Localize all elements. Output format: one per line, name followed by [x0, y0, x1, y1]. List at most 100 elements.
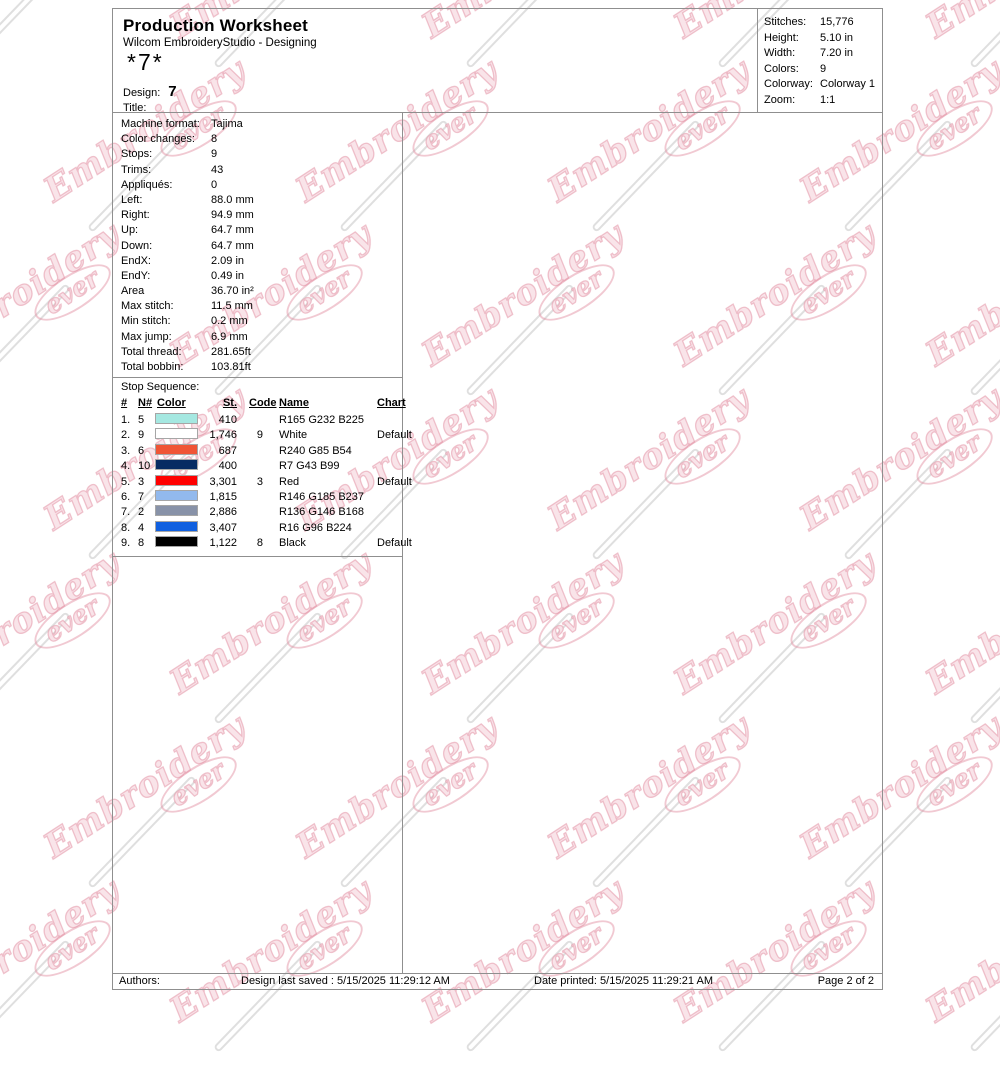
- detail-row: Up: 64.7 mm: [113, 223, 402, 238]
- detail-row-value: 0.49 in: [211, 269, 245, 282]
- stats-row: Zoom: 1:1: [758, 93, 882, 109]
- design-details: Machine format: Tajima Color changes: 8 Stop…: [113, 113, 402, 378]
- needle-icon: [969, 611, 1000, 725]
- needle-number: 3: [138, 475, 145, 488]
- stop-sequence-row: 5. 3 3,301 3 Red Default: [113, 474, 412, 490]
- detail-row: Appliqués: 0: [113, 178, 402, 193]
- detail-row: Total thread: 281.65ft: [113, 345, 402, 360]
- needle-number: 10: [138, 460, 151, 473]
- detail-row: Trims: 43: [113, 163, 402, 178]
- stats-row: Height: 5.10 in: [758, 31, 882, 47]
- watermark-line1: Embroidery: [0, 542, 128, 703]
- stop-number: 9.: [121, 537, 131, 550]
- color-name: R136 G146 B168: [279, 506, 365, 519]
- detail-row: Max stitch: 11.5 mm: [113, 299, 402, 314]
- detail-row-label: EndX:: [121, 254, 151, 267]
- watermark-line1: Embroidery: [918, 870, 1000, 1031]
- detail-row: Stops: 9: [113, 147, 402, 162]
- detail-row-label: Min stitch:: [121, 315, 171, 328]
- detail-row: Right: 94.9 mm: [113, 208, 402, 223]
- detail-row-value: 94.9 mm: [211, 209, 254, 222]
- main-row: Machine format: Tajima Color changes: 8 Stop…: [113, 113, 882, 973]
- detail-row: Area 36.70 in²: [113, 284, 402, 299]
- detail-row-label: Stops:: [121, 148, 153, 161]
- detail-row: Left: 88.0 mm: [113, 193, 402, 208]
- stitch-count: 400: [218, 460, 237, 473]
- needle-number: 7: [138, 490, 145, 503]
- detail-row-label: EndY:: [121, 269, 151, 282]
- last-saved-text: Design last saved : 5/15/2025 11:29:12 A…: [241, 975, 450, 987]
- watermark-line2: ever: [920, 427, 987, 485]
- stitch-count: 687: [218, 444, 237, 457]
- chart-name: Default: [377, 429, 412, 442]
- watermark-line2: ever: [38, 263, 105, 321]
- stitch-count: 3,407: [209, 521, 237, 534]
- stop-sequence-rows: 1. 5 410 R165 G232 B225 2. 9 1,746 9 White Defaul…: [113, 413, 412, 552]
- detail-row-value: 103.81ft: [211, 361, 251, 373]
- detail-row-value: 36.70 in²: [211, 285, 254, 298]
- watermark-line1: Embroidery: [918, 0, 1000, 47]
- stop-number: 5.: [121, 475, 131, 488]
- date-printed-text: Date printed: 5/15/2025 11:29:21 AM: [534, 975, 713, 987]
- stop-sequence-title: Stop Sequence:: [121, 381, 200, 393]
- watermark-swirl: ever: [26, 582, 119, 660]
- color-swatch: [155, 413, 198, 424]
- design-value: 7: [168, 83, 177, 100]
- needle-icon: [0, 611, 71, 725]
- col-header-needle: N#: [138, 397, 153, 409]
- stop-number: 4.: [121, 460, 131, 473]
- color-name: R165 G232 B225: [279, 414, 365, 426]
- watermark-line2: ever: [920, 99, 987, 157]
- chart-name: Default: [377, 475, 412, 488]
- col-header-chart: Chart: [377, 397, 406, 409]
- stop-number: 3.: [121, 444, 131, 457]
- needle-number: 2: [138, 506, 145, 519]
- watermark-line1: Embroidery: [0, 214, 128, 375]
- color-name: R7 G43 B99: [279, 460, 340, 473]
- watermark-swirl: ever: [278, 0, 371, 4]
- detail-row-label: Trims:: [121, 163, 152, 176]
- stats-row-value: 1:1: [820, 93, 836, 106]
- authors-label: Authors:: [119, 975, 160, 987]
- left-panel: Machine format: Tajima Color changes: 8 Stop…: [113, 113, 412, 973]
- stats-box: Stitches: 15,776 Height: 5.10 in Width: 7.20 …: [758, 9, 882, 112]
- stats-row-value: 7.20 in: [820, 47, 854, 59]
- stats-row: Colorway: Colorway 1: [758, 77, 882, 93]
- stop-number: 2.: [121, 429, 131, 442]
- stats-row: Stitches: 15,776: [758, 15, 882, 31]
- stitch-count: 2,886: [209, 506, 237, 519]
- stats-row-label: Colors:: [764, 62, 799, 75]
- watermark-swirl: ever: [26, 0, 119, 4]
- stop-sequence-table: Stop Sequence: # N# Color St. Code Name …: [113, 378, 412, 557]
- detail-row-label: Machine format:: [121, 118, 200, 130]
- stop-sequence-row: 7. 2 2,886 R136 G146 B168: [113, 505, 402, 520]
- stop-sequence-row: 2. 9 1,746 9 White Default: [113, 428, 412, 443]
- design-label: Design:: [123, 87, 161, 99]
- detail-row-label: Down:: [121, 239, 153, 252]
- thread-code: 3: [256, 475, 263, 488]
- col-header-name: Name: [279, 397, 309, 409]
- col-header-color: Color: [157, 397, 186, 409]
- detail-row: Down: 64.7 mm: [113, 239, 402, 254]
- detail-row-value: 43: [211, 163, 224, 176]
- stats-row-value: 9: [820, 62, 827, 75]
- col-header-num: #: [121, 397, 128, 409]
- detail-row-value: 2.09 in: [211, 254, 245, 267]
- watermark-swirl: ever: [908, 418, 1000, 496]
- design-preview-area: [403, 113, 882, 973]
- color-name: R16 G96 B224: [279, 521, 352, 534]
- watermark-swirl: ever: [908, 746, 1000, 824]
- detail-row-label: Appliqués:: [121, 178, 173, 191]
- watermark-line2: ever: [920, 755, 987, 813]
- stats-row-value: 15,776: [820, 16, 854, 28]
- stats-row-label: Stitches:: [764, 16, 807, 28]
- color-name: R240 G85 B54: [279, 444, 352, 457]
- detail-row: EndX: 2.09 in: [113, 254, 402, 269]
- detail-row-value: 9: [211, 148, 218, 161]
- watermark-line2: ever: [38, 591, 105, 649]
